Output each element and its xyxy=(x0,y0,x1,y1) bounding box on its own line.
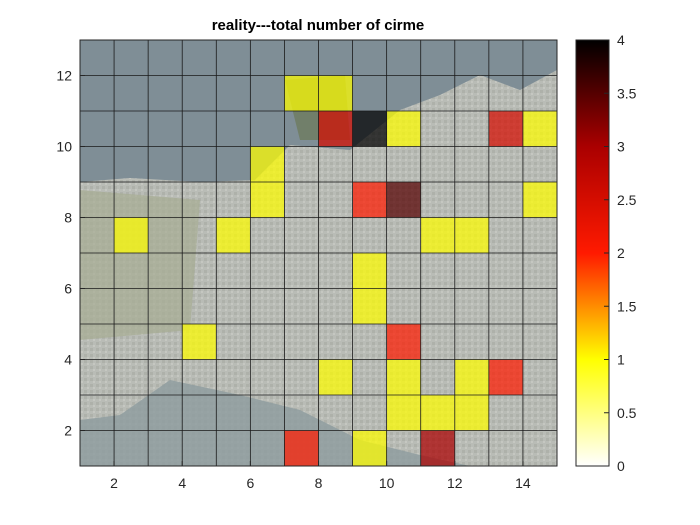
heatmap-cells xyxy=(114,75,557,466)
y-axis: 2 4 6 8 10 12 xyxy=(56,68,85,439)
heat-cell-5-7 xyxy=(216,217,251,253)
x-tick-label: 6 xyxy=(246,475,254,491)
heat-cell-7-1 xyxy=(284,430,319,466)
y-tick-label: 6 xyxy=(64,281,72,297)
heat-cell-9-5 xyxy=(352,288,387,324)
chart-title: reality---total number of cirme xyxy=(212,17,425,34)
colorbar-tick-label: 0 xyxy=(617,458,625,474)
heat-cell-12-2 xyxy=(454,395,489,431)
x-axis: 2 4 6 8 10 12 14 xyxy=(110,461,531,491)
colorbar-tick-label: 2.5 xyxy=(617,192,637,208)
heat-cell-8-11 xyxy=(318,75,353,111)
grid-lines xyxy=(80,40,557,466)
heat-cell-14-10 xyxy=(522,111,557,147)
heat-cell-12-3 xyxy=(454,359,489,395)
x-tick-label: 8 xyxy=(315,475,323,491)
x-tick-label: 12 xyxy=(447,475,463,491)
colorbar-axis: 0 0.5 1 1.5 2 2.5 3 3.5 4 xyxy=(604,32,637,474)
heat-cell-13-10 xyxy=(488,111,523,147)
heat-cell-9-6 xyxy=(352,253,387,289)
colorbar-tick-label: 2 xyxy=(617,245,625,261)
heat-cell-9-1 xyxy=(352,430,387,466)
x-tick-label: 4 xyxy=(178,475,186,491)
heat-cell-11-1 xyxy=(420,430,455,466)
y-tick-label: 4 xyxy=(64,352,72,368)
y-tick-label: 10 xyxy=(56,139,72,155)
colorbar-tick-label: 3 xyxy=(617,139,625,155)
y-tick-label: 8 xyxy=(64,210,72,226)
heat-cell-7-11 xyxy=(284,75,319,111)
heat-cell-10-2 xyxy=(386,395,421,431)
x-tick-label: 14 xyxy=(515,475,531,491)
colorbar-tick-label: 1 xyxy=(617,352,625,368)
heat-cell-11-2 xyxy=(420,395,455,431)
colorbar-tick-label: 3.5 xyxy=(617,85,637,101)
x-tick-label: 10 xyxy=(379,475,395,491)
colorbar-tick-label: 1.5 xyxy=(617,298,637,314)
colorbar xyxy=(575,39,610,467)
heat-cell-6-8 xyxy=(250,182,285,218)
colorbar-tick-label: 0.5 xyxy=(617,405,637,421)
y-tick-label: 2 xyxy=(64,423,72,439)
colorbar-tick-label: 4 xyxy=(617,32,625,48)
heat-cell-10-3 xyxy=(386,359,421,395)
y-tick-label: 12 xyxy=(56,68,72,84)
heat-cell-8-3 xyxy=(318,359,353,395)
heat-cell-6-9 xyxy=(250,146,285,182)
heat-cell-2-7 xyxy=(114,217,149,253)
x-tick-label: 2 xyxy=(110,475,118,491)
heat-cell-8-10 xyxy=(318,111,353,147)
heat-cell-12-7 xyxy=(454,217,489,253)
heat-cell-9-8 xyxy=(352,182,387,218)
heat-cell-14-8 xyxy=(522,182,557,218)
heat-cell-4-4 xyxy=(182,324,217,360)
heat-cell-10-4 xyxy=(386,324,421,360)
heat-cell-10-8 xyxy=(386,182,421,218)
heat-cell-11-7 xyxy=(420,217,455,253)
heat-cell-9-10 xyxy=(352,111,387,147)
green-area-west xyxy=(80,190,200,340)
heat-cell-13-3 xyxy=(488,359,523,395)
heat-cell-10-10 xyxy=(386,111,421,147)
